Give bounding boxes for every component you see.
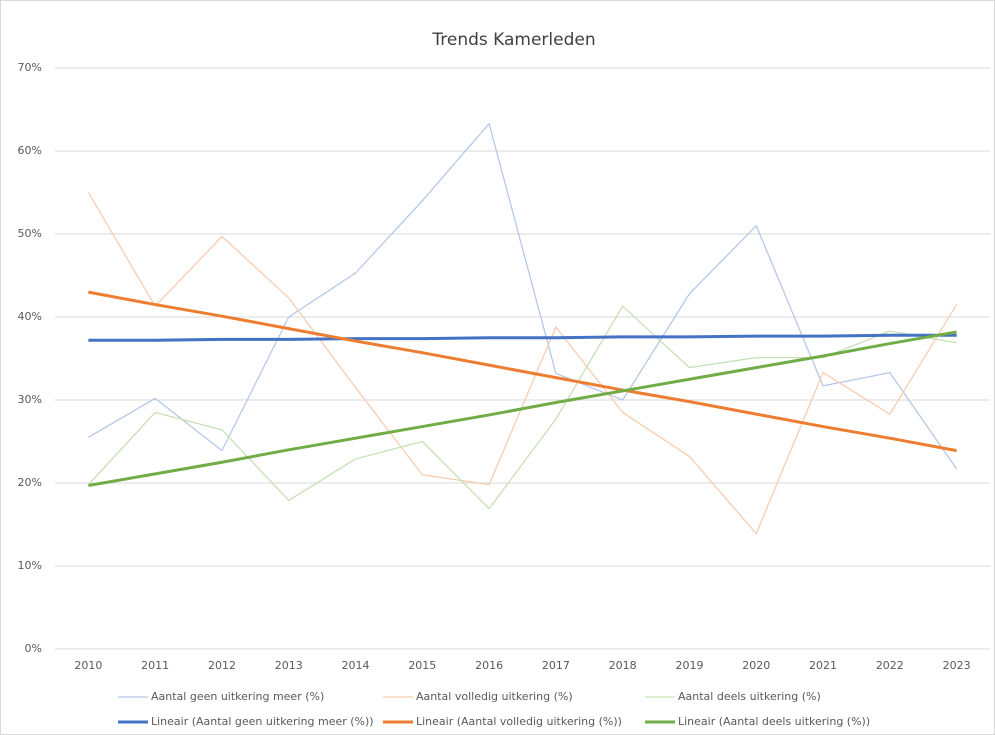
x-tick-label: 2010 (74, 659, 102, 672)
legend-label: Aantal deels uitkering (%) (678, 690, 821, 703)
trend-line (88, 290, 957, 453)
y-tick-label: 10% (18, 559, 42, 572)
x-tick-label: 2023 (943, 659, 971, 672)
y-tick-label: 70% (18, 61, 42, 74)
x-tick-label: 2017 (542, 659, 570, 672)
x-tick-label: 2022 (876, 659, 904, 672)
x-tick-label: 2012 (208, 659, 236, 672)
y-tick-label: 20% (18, 476, 42, 489)
series-line (87, 192, 958, 535)
x-tick-label: 2014 (342, 659, 370, 672)
y-tick-label: 40% (18, 310, 42, 323)
legend-label: Lineair (Aantal volledig uitkering (%)) (416, 715, 622, 728)
x-tick-label: 2016 (475, 659, 503, 672)
x-tick-label: 2018 (609, 659, 637, 672)
legend-label: Aantal geen uitkering meer (%) (151, 690, 324, 703)
x-tick-label: 2020 (742, 659, 770, 672)
x-tick-label: 2021 (809, 659, 837, 672)
x-tick-label: 2015 (408, 659, 436, 672)
x-tick-label: 2011 (141, 659, 169, 672)
y-tick-label: 60% (18, 144, 42, 157)
y-tick-label: 30% (18, 393, 42, 406)
legend-label: Aantal volledig uitkering (%) (416, 690, 573, 703)
y-tick-label: 0% (25, 642, 42, 655)
legend-label: Lineair (Aantal deels uitkering (%)) (678, 715, 870, 728)
trend-line (88, 333, 957, 342)
x-tick-label: 2013 (275, 659, 303, 672)
trend-line (88, 330, 957, 487)
legend-label: Lineair (Aantal geen uitkering meer (%)) (151, 715, 374, 728)
y-tick-label: 50% (18, 227, 42, 240)
chart-title: Trends Kamerleden (431, 30, 595, 50)
x-tick-label: 2019 (675, 659, 703, 672)
